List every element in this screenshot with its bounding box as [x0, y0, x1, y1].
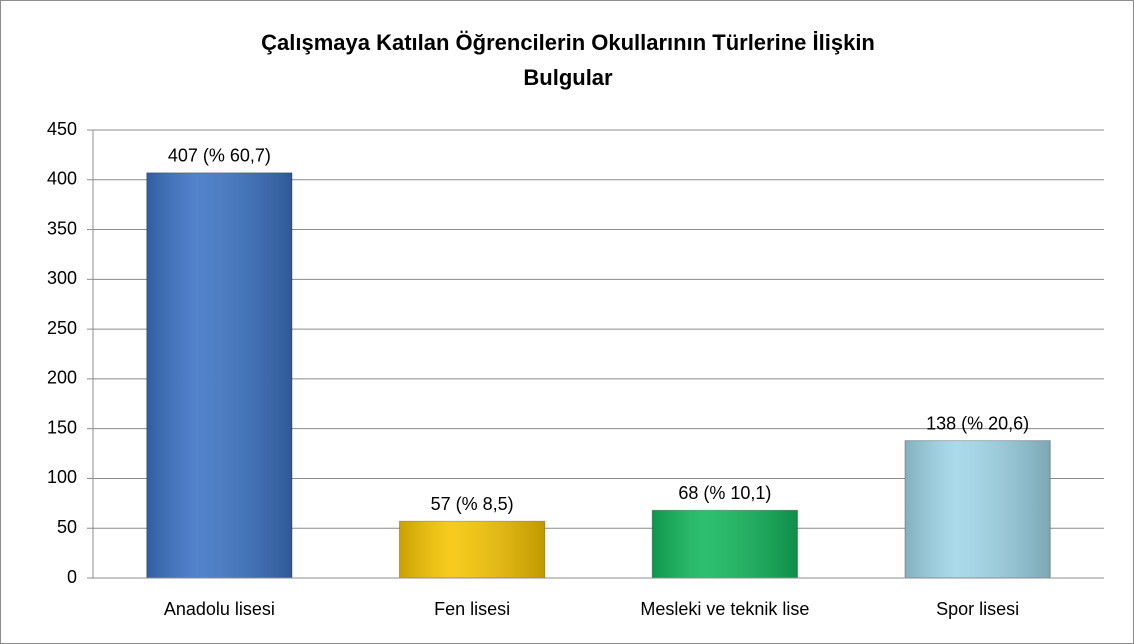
- y-tick-label: 400: [47, 169, 77, 189]
- value-label: 138 (% 20,6): [926, 413, 1029, 433]
- y-tick-label: 250: [47, 318, 77, 338]
- value-label: 68 (% 10,1): [678, 483, 771, 503]
- chart-title: Bulgular: [523, 65, 613, 90]
- y-tick-label: 200: [47, 368, 77, 388]
- x-tick-label: Fen lisesi: [434, 599, 510, 619]
- y-tick-label: 300: [47, 268, 77, 288]
- value-label: 407 (% 60,7): [168, 146, 271, 166]
- value-label: 57 (% 8,5): [431, 494, 514, 514]
- bar: [904, 440, 1051, 579]
- y-tick-label: 350: [47, 218, 77, 238]
- y-tick-label: 150: [47, 417, 77, 437]
- y-tick-label: 450: [47, 119, 77, 139]
- y-tick-label: 100: [47, 467, 77, 487]
- bar: [398, 520, 546, 579]
- x-tick-label: Mesleki ve teknik lise: [640, 599, 809, 619]
- x-tick-label: Spor lisesi: [936, 599, 1019, 619]
- y-tick-label: 0: [67, 567, 77, 587]
- x-tick-label: Anadolu lisesi: [164, 599, 275, 619]
- chart-title: Çalışmaya Katılan Öğrencilerin Okulların…: [261, 30, 875, 55]
- y-tick-label: 50: [57, 517, 77, 537]
- bar: [146, 172, 293, 579]
- bar: [651, 509, 799, 579]
